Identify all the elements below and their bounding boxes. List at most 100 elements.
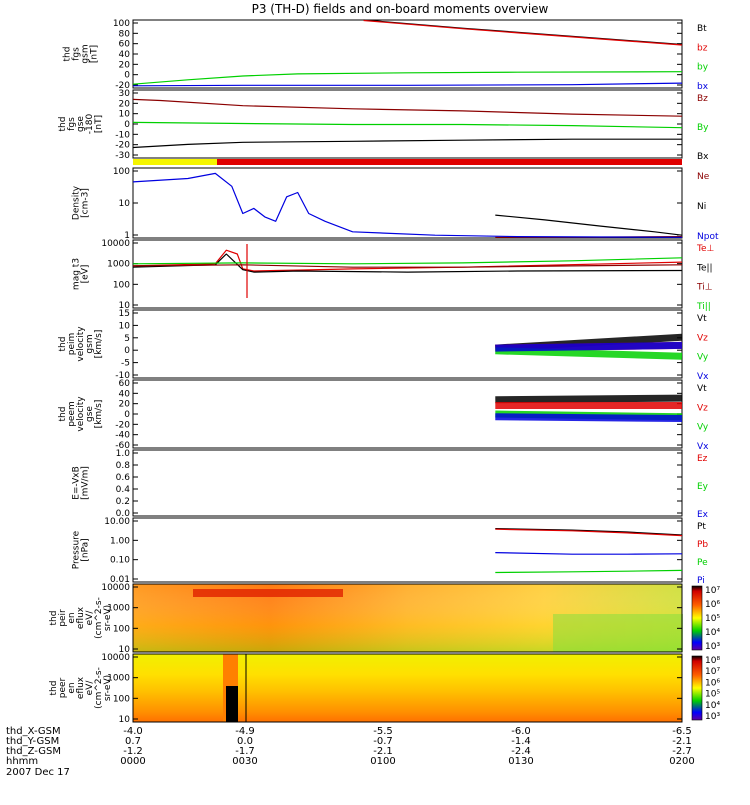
y-axis-label-line: fgs bbox=[67, 117, 77, 131]
colorbar-tick-label: 10⁵ bbox=[705, 614, 720, 624]
panel-efield: 1.0 0.8 0.6 0.4 0.2 0.0 E=-VxB [mV/m] Ez Ey Ex bbox=[72, 449, 709, 520]
panel-mom_t3: 10000 1000 100 10 mag t3 [eV] Te⊥ Te|| Ti⊥ Ti|| bbox=[72, 239, 715, 312]
y-axis-label-line: E=-VxB bbox=[72, 466, 82, 500]
series-line-Vt bbox=[495, 394, 683, 404]
y-tick-label: 1.00 bbox=[110, 536, 130, 546]
y-tick-label: 0.6 bbox=[116, 473, 131, 483]
y-axis-label-line: (cm^2-s- bbox=[94, 667, 104, 709]
legend-entry: Te|| bbox=[696, 263, 713, 273]
legend-entry: Ex bbox=[697, 510, 709, 520]
series-line-Vx bbox=[495, 413, 683, 422]
y-axis-label-line: [km/s] bbox=[94, 330, 104, 359]
y-axis-label-line: [nT] bbox=[94, 115, 104, 133]
colorbar-scale bbox=[691, 585, 703, 651]
series-line-Te|| bbox=[132, 253, 683, 273]
y-tick-label: 10 bbox=[119, 301, 131, 311]
y-tick-label: 0.0 bbox=[116, 509, 131, 519]
colorbar-tick-label: 10⁷ bbox=[705, 586, 720, 596]
peir-hot-band bbox=[193, 589, 343, 597]
panel-peir: 10⁷ 10⁶ 10⁵ 10⁴ 10³ 10000 1000 100 10 thd peir en ef… bbox=[49, 583, 720, 655]
series-line-Ti⊥ bbox=[132, 264, 683, 268]
y-tick-label: 20 bbox=[119, 60, 131, 70]
y-tick-label: -20 bbox=[115, 141, 130, 151]
y-axis-label-line: velocity bbox=[76, 326, 86, 362]
legend-entry: Vx bbox=[697, 442, 709, 452]
series-line-Bz bbox=[132, 98, 683, 117]
colorbar-tick-label: 10³ bbox=[705, 642, 720, 652]
panel-velocity_gsm: 15 10 5 0 -5 -10 thd peim velocity gsm [km/s] Vt Vz V… bbox=[58, 309, 709, 382]
y-axis-label-line: peer bbox=[58, 677, 68, 698]
legend-entry: Ti⊥ bbox=[696, 283, 713, 293]
series-line-by bbox=[132, 71, 683, 85]
date-label: 2007 Dec 17 bbox=[6, 767, 70, 778]
y-tick-label: 10000 bbox=[101, 653, 130, 663]
plot-frame bbox=[132, 517, 683, 583]
series-line-Te⊥ bbox=[132, 249, 683, 272]
plot-frame bbox=[132, 653, 683, 723]
colorbar-scale bbox=[691, 655, 703, 721]
peir-low-band bbox=[553, 614, 683, 652]
y-axis-label-line: gsm bbox=[85, 334, 95, 353]
y-axis-label-line: eflux bbox=[76, 676, 86, 699]
y-tick-label: 0.4 bbox=[116, 485, 131, 495]
legend-entry: Te⊥ bbox=[696, 244, 715, 254]
y-axis-label-line: peir bbox=[58, 609, 68, 627]
colorbar-tick-label: 10³ bbox=[705, 712, 720, 722]
y-tick-label: 10 bbox=[119, 199, 131, 209]
legend-entry: by bbox=[697, 63, 709, 73]
legend-entry: Ey bbox=[697, 482, 709, 492]
x-axis-value: -2.4 bbox=[511, 746, 531, 757]
y-tick-label: 10 bbox=[119, 715, 131, 725]
y-axis-label: thd peir en eflux eV/(cm^2-s-sr-eV) bbox=[49, 597, 113, 639]
peer-data-gap bbox=[226, 686, 238, 722]
x-axis-row-label: thd_Y-GSM bbox=[6, 736, 59, 747]
y-tick-label: 10.00 bbox=[104, 517, 130, 527]
x-axis-value: -4.9 bbox=[235, 726, 255, 737]
y-tick-label: 60 bbox=[119, 379, 131, 389]
y-tick-label: 10 bbox=[119, 321, 131, 331]
colorbar-tick-label: 10⁷ bbox=[705, 667, 720, 677]
x-axis-block: thd_X-GSM -4.0 -4.9 -5.5 -6.0 -6.5 thd_Y-GSM 0.… bbox=[6, 726, 695, 767]
y-tick-label: -5 bbox=[121, 359, 130, 369]
colorbar-tick-label: 10⁸ bbox=[705, 656, 720, 666]
x-axis-value: -6.5 bbox=[672, 726, 692, 737]
y-tick-label: 1000 bbox=[107, 674, 130, 684]
legend-entry: bx bbox=[697, 82, 709, 92]
series-line-Bx bbox=[132, 138, 682, 149]
legend-entry: Ez bbox=[697, 454, 708, 464]
y-tick-label: 5 bbox=[124, 334, 130, 344]
x-axis-value: 0.0 bbox=[237, 736, 253, 747]
legend-entry: Vy bbox=[697, 423, 709, 433]
x-axis-value: -0.7 bbox=[373, 736, 393, 747]
plot-frame bbox=[132, 449, 683, 517]
y-axis-label-line: peim bbox=[67, 333, 77, 356]
x-axis-row-label: thd_X-GSM bbox=[6, 726, 61, 737]
x-axis-value: 0100 bbox=[370, 756, 395, 767]
y-axis-label-line: Density bbox=[72, 185, 82, 220]
x-axis-value: -1.2 bbox=[123, 746, 143, 757]
legend-entry: Ti|| bbox=[696, 302, 711, 312]
x-axis-value: -2.7 bbox=[672, 746, 692, 757]
y-axis-label-line: thd bbox=[49, 681, 59, 696]
y-axis-label-line: thd bbox=[63, 47, 73, 62]
y-tick-label: 0 bbox=[124, 346, 130, 356]
y-tick-label: 0 bbox=[124, 71, 130, 81]
y-tick-label: -20 bbox=[115, 420, 130, 430]
y-axis-label-line: [nPa] bbox=[81, 538, 91, 561]
legend-entry: Npot bbox=[697, 232, 719, 242]
series-line-Npot bbox=[132, 172, 683, 238]
y-tick-label: 0 bbox=[124, 120, 130, 130]
y-tick-label: 100 bbox=[113, 624, 130, 634]
y-tick-label: 1 bbox=[124, 231, 130, 241]
series-line-Pt bbox=[495, 528, 683, 536]
series-line-bz bbox=[363, 19, 683, 46]
y-tick-label: -60 bbox=[115, 441, 130, 451]
legend-entry: Bt bbox=[697, 24, 707, 34]
series-line-Bt bbox=[363, 19, 683, 46]
series-line-Vy bbox=[495, 347, 683, 360]
